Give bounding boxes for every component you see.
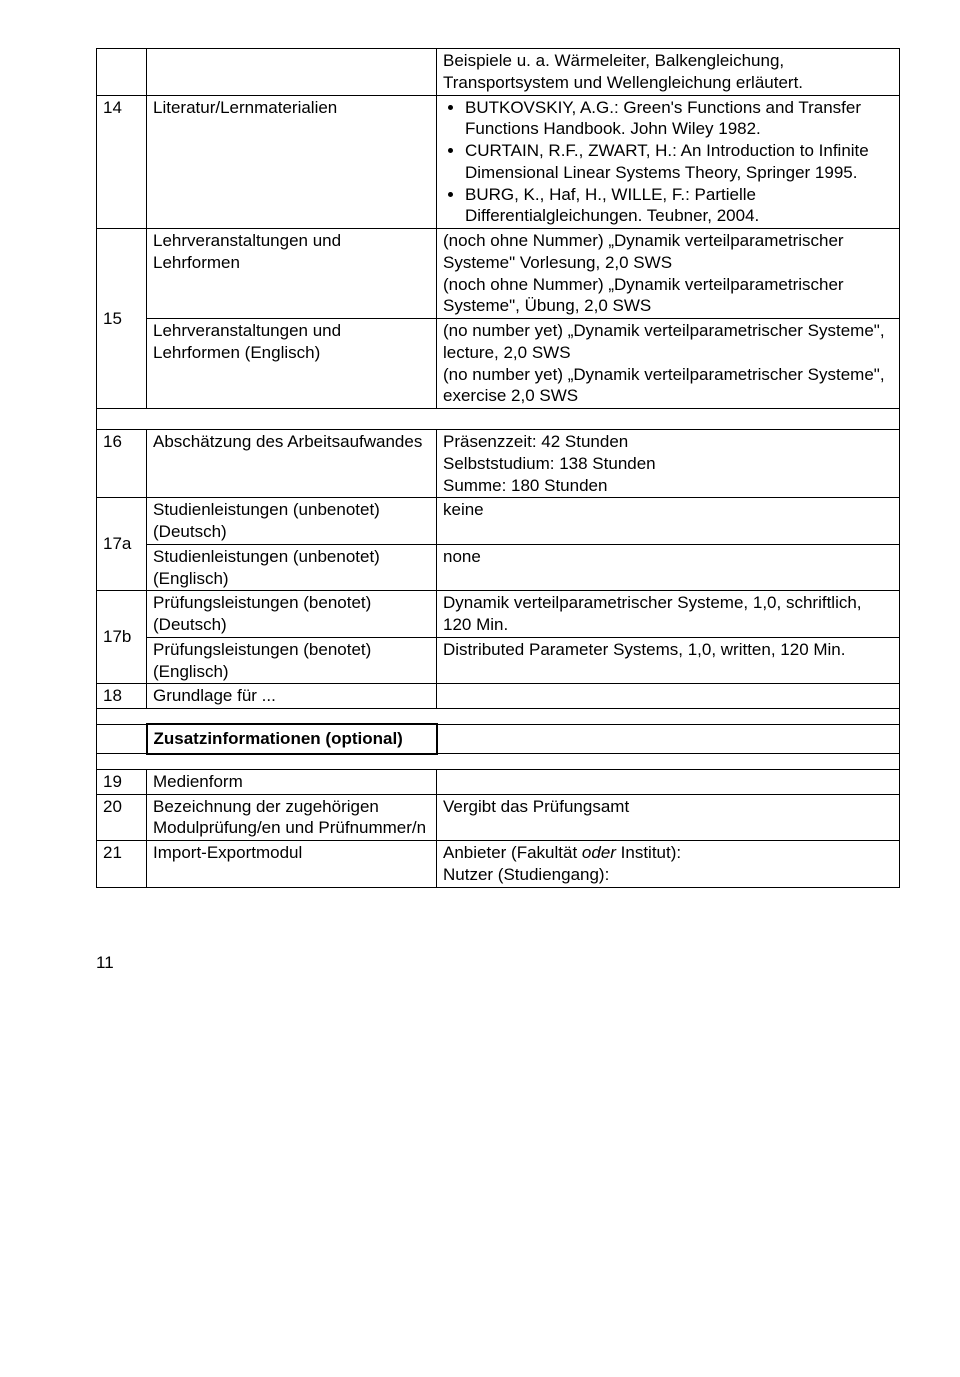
cell-content: [437, 769, 900, 794]
text: Anbieter (Fakultät: [443, 843, 582, 862]
module-table: Beispiele u. a. Wärmeleiter, Balkengleic…: [96, 48, 900, 888]
text: Nutzer (Studiengang):: [443, 865, 609, 884]
row-number: 19: [97, 769, 147, 794]
row-number: 17a: [97, 498, 147, 591]
zusatz-bold: Zusatzinformationen: [154, 729, 321, 748]
table-row: 21 Import-Exportmodul Anbieter (Fakultät…: [97, 841, 900, 888]
row-label: Import-Exportmodul: [147, 841, 437, 888]
row-number: 20: [97, 794, 147, 841]
row-label: Lehrveranstaltungen und Lehrformen (Engl…: [147, 319, 437, 409]
row-number: 17b: [97, 591, 147, 684]
list-item: BURG, K., Haf, H., WILLE, F.: Partielle …: [465, 184, 893, 228]
row-label: Prüfungsleistungen (benotet) (Deutsch): [147, 591, 437, 638]
row-number: 15: [97, 229, 147, 409]
cell-content: none: [437, 544, 900, 591]
spacer: [97, 724, 147, 754]
blank-row: [97, 709, 900, 725]
row-number: 14: [97, 95, 147, 229]
table-row: 18 Grundlage für ...: [97, 684, 900, 709]
table-row: 17b Prüfungsleistungen (benotet) (Deutsc…: [97, 591, 900, 638]
row-label: Lehrveranstaltungen und Lehrformen: [147, 229, 437, 319]
table-row: Studienleistungen (unbenotet) (Englisch)…: [97, 544, 900, 591]
zusatz-row: Zusatzinformationen (optional): [97, 724, 900, 754]
text-italic: oder: [582, 843, 616, 862]
cell-content: (no number yet) „Dynamik verteilparametr…: [437, 319, 900, 409]
row-label: Abschätzung des Arbeitsaufwandes: [147, 430, 437, 498]
table-row: 14 Literatur/Lernmaterialien BUTKOVSKIY,…: [97, 95, 900, 229]
blank-cell: [97, 409, 900, 430]
bullet-list: BUTKOVSKIY, A.G.: Green's Functions and …: [443, 97, 893, 228]
cell-content: Anbieter (Fakultät oder Institut): Nutze…: [437, 841, 900, 888]
row-label: Studienleistungen (unbenotet) (Deutsch): [147, 498, 437, 545]
blank-row: [97, 409, 900, 430]
table-row: 17a Studienleistungen (unbenotet) (Deuts…: [97, 498, 900, 545]
blank-cell: [97, 709, 900, 725]
cell-content: [437, 684, 900, 709]
zusatz-rest: (optional): [325, 729, 402, 748]
text: Transportsystem und Wellengleichung erlä…: [443, 73, 803, 92]
list-item: CURTAIN, R.F., ZWART, H.: An Introductio…: [465, 140, 893, 184]
cell-content: Beispiele u. a. Wärmeleiter, Balkengleic…: [437, 49, 900, 96]
cell-label: [147, 49, 437, 96]
cell-content: keine: [437, 498, 900, 545]
zusatz-heading: Zusatzinformationen (optional): [147, 724, 437, 754]
text: Institut):: [616, 843, 681, 862]
table-row: Beispiele u. a. Wärmeleiter, Balkengleic…: [97, 49, 900, 96]
cell-content: BUTKOVSKIY, A.G.: Green's Functions and …: [437, 95, 900, 229]
cell-content: (noch ohne Nummer) „Dynamik verteilparam…: [437, 229, 900, 319]
table-row: 15 Lehrveranstaltungen und Lehrformen (n…: [97, 229, 900, 319]
cell-content: Präsenzzeit: 42 Stunden Selbststudium: 1…: [437, 430, 900, 498]
table-row: Prüfungsleistungen (benotet) (Englisch) …: [97, 637, 900, 684]
cell-content: Vergibt das Prüfungsamt: [437, 794, 900, 841]
blank-row: [97, 754, 900, 770]
text: Beispiele u. a. Wärmeleiter, Balkengleic…: [443, 51, 784, 70]
row-number: 16: [97, 430, 147, 498]
cell-num: [97, 49, 147, 96]
table-row: 20 Bezeichnung der zugehörigen Modulprüf…: [97, 794, 900, 841]
page-number: 11: [96, 952, 900, 974]
row-label: Bezeichnung der zugehörigen Modulprüfung…: [147, 794, 437, 841]
cell-content: Distributed Parameter Systems, 1,0, writ…: [437, 637, 900, 684]
cell-content: Dynamik verteilparametrischer Systeme, 1…: [437, 591, 900, 638]
table-row: Lehrveranstaltungen und Lehrformen (Engl…: [97, 319, 900, 409]
table-row: 19 Medienform: [97, 769, 900, 794]
row-number: 18: [97, 684, 147, 709]
spacer: [437, 724, 900, 754]
row-label: Studienleistungen (unbenotet) (Englisch): [147, 544, 437, 591]
list-item: BUTKOVSKIY, A.G.: Green's Functions and …: [465, 97, 893, 141]
row-label: Medienform: [147, 769, 437, 794]
row-number: 21: [97, 841, 147, 888]
row-label: Grundlage für ...: [147, 684, 437, 709]
table-row: 16 Abschätzung des Arbeitsaufwandes Präs…: [97, 430, 900, 498]
row-label: Prüfungsleistungen (benotet) (Englisch): [147, 637, 437, 684]
blank-cell: [97, 754, 900, 770]
row-label: Literatur/Lernmaterialien: [147, 95, 437, 229]
